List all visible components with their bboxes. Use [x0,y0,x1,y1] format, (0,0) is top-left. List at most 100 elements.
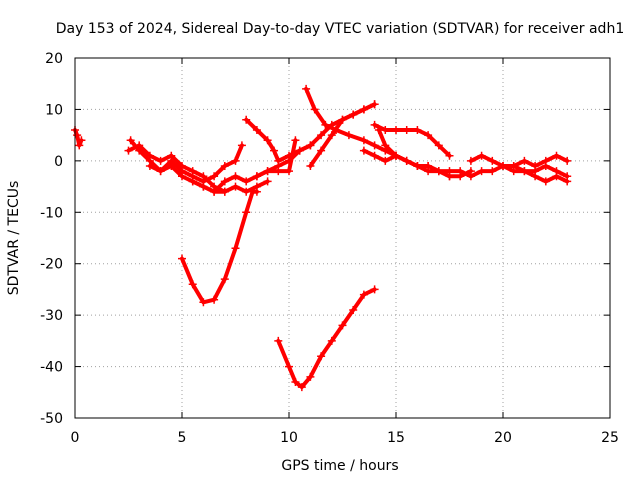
data-point [370,120,379,129]
data-point [563,156,572,165]
data-point [488,167,497,176]
data-point [291,378,300,386]
data-point [321,120,330,129]
y-tick-label: 10 [45,102,63,118]
data-point [252,172,261,181]
data-point [392,126,400,134]
data-point [199,298,208,307]
data-point [178,172,186,181]
data-point [541,156,550,165]
data-point [424,162,433,170]
data-point [349,110,358,119]
data-point [210,295,219,304]
data-point [541,177,550,186]
data-point [220,162,229,170]
series-line-arc-3 [128,138,244,184]
data-point [188,177,197,186]
x-tick-label: 25 [601,430,619,446]
data-point [291,136,300,145]
data-point [317,352,326,361]
y-tick-label: -30 [40,308,63,324]
data-point [327,336,336,345]
data-point [370,285,379,294]
data-point [392,151,400,160]
data-point [531,162,540,170]
data-point [242,115,251,124]
data-point [77,136,86,145]
series-line-arc-7 [244,117,313,163]
data-point [310,105,319,114]
data-point [167,162,176,170]
data-point [359,105,368,114]
data-point [370,151,379,160]
data-point [402,126,411,134]
data-point [270,146,279,155]
chart-title: Day 153 of 2024, Sidereal Day-to-day VTE… [56,21,624,37]
x-tick-label: 0 [71,430,80,446]
data-point [263,177,272,186]
data-point [552,151,561,160]
data-point [434,167,443,176]
y-tick-label: 0 [54,154,63,170]
data-point [75,141,84,150]
data-point [285,167,293,176]
data-point [466,156,475,165]
data-point [156,167,165,176]
data-point [552,172,561,181]
data-point [156,156,165,165]
data-point [563,177,572,186]
data-point [274,167,283,176]
data-point [402,156,411,165]
data-point [274,336,283,345]
data-point [285,362,293,371]
data-point [297,383,306,392]
data-point [359,136,368,145]
data-point [327,131,336,140]
data-point [445,151,454,160]
y-tick-label: 20 [45,51,63,67]
data-point [466,172,475,181]
data-point [477,151,486,160]
data-point [317,146,326,155]
data-point [178,254,186,263]
y-axis-label: SDTVAR / TECUs [6,181,22,296]
data-point [231,182,240,191]
data-series [71,84,572,392]
data-point [306,162,315,170]
data-point [434,141,443,150]
data-point [242,177,251,186]
data-point [231,244,240,253]
series-line-arc-15 [468,153,570,168]
data-point [359,146,368,155]
data-point [145,162,154,170]
data-point [499,162,507,170]
data-point [374,126,383,134]
x-tick-label: 5 [178,430,187,446]
x-tick-label: 20 [494,430,512,446]
x-tick-label: 15 [387,430,405,446]
data-point [210,172,219,181]
data-point [252,187,261,196]
data-point [306,141,315,150]
data-point [445,172,454,181]
data-point [274,156,283,165]
data-point [237,141,246,150]
data-point [381,156,390,165]
data-point [531,172,540,181]
data-point [220,177,229,186]
series-line-arc-2 [126,143,227,194]
axis-ticks: 0 5 10 15 20 25 20 10 0 -10 -20 -30 -40 -50 [40,51,619,446]
data-point [126,136,135,145]
data-point [242,208,251,217]
data-point [370,100,379,109]
data-point [477,167,486,176]
plot-frame [74,57,611,419]
data-point [344,131,353,140]
data-point [424,131,433,140]
data-point [135,146,144,155]
data-point [220,187,229,196]
y-tick-label: -20 [40,257,63,273]
data-point [381,141,390,150]
data-point [359,290,368,299]
